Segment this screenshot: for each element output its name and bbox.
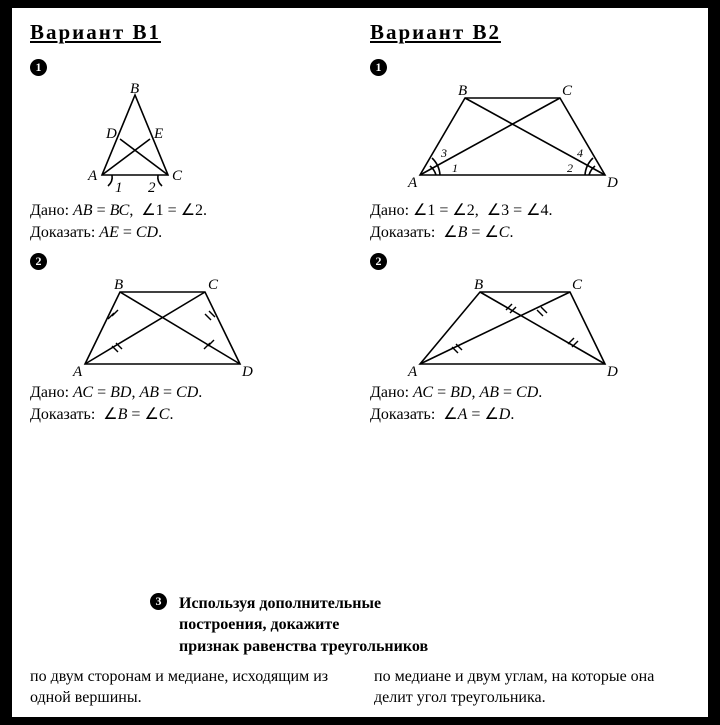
b2-footer: по медиане и двум углам, на которые она … — [374, 667, 690, 709]
pl: B — [118, 406, 128, 423]
lbl-B: B — [474, 277, 483, 293]
g2l: АВ — [139, 384, 159, 401]
col-b2: Вариант В2 1 — [370, 20, 690, 587]
lbl-a3: 3 — [440, 146, 447, 160]
lbl-D: D — [241, 364, 253, 380]
given-prefix: Дано: — [370, 202, 413, 219]
lbl-a1: 1 — [115, 180, 123, 196]
g1r: BD — [450, 384, 471, 401]
b2-p1-prove: Доказать: ∠B = ∠C. — [370, 222, 690, 244]
lbl-D: D — [105, 126, 117, 142]
lbl-A: A — [407, 364, 418, 380]
b2-p2-figure: A B C D — [370, 274, 690, 382]
b2-p2-num: 2 — [370, 253, 387, 270]
col-b1: Вариант В1 1 — [30, 20, 342, 587]
p3-num: 3 — [150, 593, 167, 610]
lbl-C: C — [172, 168, 183, 184]
g2r: CD — [176, 384, 198, 401]
pr: D — [499, 406, 511, 423]
lbl-D: D — [606, 364, 618, 380]
lbl-A: A — [72, 364, 83, 380]
b1-problem-1: 1 B A — [30, 59, 342, 243]
b1-p2-prove: Доказать: ∠B = ∠C. — [30, 404, 342, 426]
prove-prefix: Доказать: — [370, 224, 439, 241]
b2-p2-given: Дано: АС = BD, АВ = CD. — [370, 382, 690, 404]
b1-p1-figure: B A C D E 1 2 — [30, 80, 342, 200]
lbl-C: C — [572, 277, 583, 293]
p3-line3: признак равенства треугольников — [179, 636, 428, 658]
given-prefix: Дано: — [370, 384, 413, 401]
b1-problem-2: 2 — [30, 253, 342, 425]
pl: A — [458, 406, 468, 423]
a1: 1 — [427, 202, 435, 219]
p3-line1: Используя дополнительные — [179, 593, 428, 615]
pr: C — [499, 224, 510, 241]
variant-b1-title: Вариант В1 — [30, 20, 342, 45]
b1-p2-given: Дано: АС = BD, АВ = CD. — [30, 382, 342, 404]
given-prefix: Дано: — [30, 202, 73, 219]
lbl-C: C — [562, 83, 573, 99]
g2l: АВ — [479, 384, 499, 401]
pl: B — [458, 224, 468, 241]
lbl-a1: 1 — [452, 161, 458, 175]
lbl-B: B — [458, 83, 467, 99]
lbl-B: B — [114, 277, 123, 293]
b1-p2-num: 2 — [30, 253, 47, 270]
footers: по двум сторонам и медиане, исходящим из… — [30, 667, 690, 709]
variant-b2-title: Вариант В2 — [370, 20, 690, 45]
pr: C — [159, 406, 170, 423]
b1-p2-figure: A B C D — [30, 274, 342, 382]
g-r: ВС — [110, 202, 130, 219]
page: Вариант В1 1 — [12, 8, 708, 717]
g-a1: 1 — [156, 202, 164, 219]
lbl-E: E — [153, 126, 163, 142]
g1l: АС — [73, 384, 93, 401]
b1-p1-given: Дано: АВ = ВС, ∠1 = ∠2. — [30, 200, 342, 222]
b2-p1-given: Дано: ∠1 = ∠2, ∠3 = ∠4. — [370, 200, 690, 222]
g1l: АС — [413, 384, 433, 401]
given-prefix: Дано: — [30, 384, 73, 401]
b2-problem-2: 2 — [370, 253, 690, 425]
b2-problem-1: 1 A — [370, 59, 690, 243]
prove-prefix: Доказать: — [30, 406, 99, 423]
p3-line2: построения, докажите — [179, 614, 428, 636]
b1-p1-prove: Доказать: АЕ = CD. — [30, 222, 342, 244]
b2-p2-prove: Доказать: ∠A = ∠D. — [370, 404, 690, 426]
lbl-D: D — [606, 175, 618, 191]
g1r: BD — [110, 384, 131, 401]
prove-prefix: Доказать: — [370, 406, 439, 423]
lbl-B: B — [130, 81, 139, 97]
b1-p1-num: 1 — [30, 59, 47, 76]
a3: 3 — [501, 202, 509, 219]
lbl-A: A — [87, 168, 98, 184]
b2-p1-num: 1 — [370, 59, 387, 76]
lbl-C: C — [208, 277, 219, 293]
lbl-A: A — [407, 175, 418, 191]
g2r: CD — [516, 384, 538, 401]
p3-text: Используя дополнительные построения, док… — [179, 593, 428, 658]
problem-3: 3 Используя дополнительные построения, д… — [30, 593, 690, 658]
g-l: АВ — [73, 202, 93, 219]
lbl-a4: 4 — [577, 146, 583, 160]
p-r: CD — [136, 224, 158, 241]
b1-footer: по двум сторонам и медиане, исходящим из… — [30, 667, 346, 709]
columns: Вариант В1 1 — [30, 20, 690, 587]
a4: 4 — [540, 202, 548, 219]
p-l: АЕ — [99, 224, 119, 241]
prove-prefix: Доказать: — [30, 224, 99, 241]
g-a2: 2 — [195, 202, 203, 219]
lbl-a2: 2 — [148, 180, 156, 196]
b2-p1-figure: A B C D 1 2 3 4 — [370, 80, 690, 200]
a2: 2 — [467, 202, 475, 219]
lbl-a2: 2 — [567, 161, 573, 175]
